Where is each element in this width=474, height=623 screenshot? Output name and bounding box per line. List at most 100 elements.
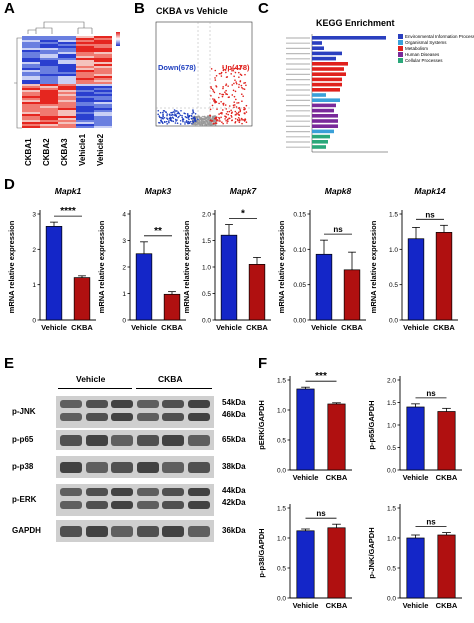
heatmap-cell bbox=[22, 44, 40, 46]
volcano-point-up bbox=[233, 106, 235, 109]
volcano-point-up bbox=[243, 106, 245, 109]
heatmap-cell bbox=[40, 74, 58, 76]
volcano-point-up bbox=[227, 113, 230, 116]
heatmap-cell bbox=[58, 124, 76, 126]
volcano-point-down bbox=[177, 111, 180, 113]
volcano-point-up bbox=[240, 93, 243, 96]
kegg-bar bbox=[312, 114, 338, 118]
heatmap-cell bbox=[76, 80, 94, 82]
heatmap-cell bbox=[94, 112, 112, 114]
volcano-point-down bbox=[174, 118, 177, 121]
heatmap-cell bbox=[76, 126, 94, 128]
kegg-bar bbox=[312, 93, 326, 97]
volcano-point-up bbox=[238, 83, 240, 86]
heatmap-cell bbox=[22, 66, 40, 68]
heatmap-cell bbox=[94, 64, 112, 66]
volcano-point-up bbox=[239, 80, 242, 82]
volcano-point-ns bbox=[210, 122, 212, 125]
chart-title: Mapk7 bbox=[230, 188, 258, 196]
volcano-point-down bbox=[173, 109, 176, 111]
volcano-point-ns bbox=[197, 122, 200, 124]
heatmap-cell bbox=[22, 72, 40, 74]
kegg-legend-label: Organismal Systems bbox=[405, 40, 447, 45]
volcano-point-up bbox=[239, 109, 242, 112]
bar-vehicle bbox=[407, 238, 425, 321]
bar-ckba bbox=[437, 411, 456, 471]
heatmap-cell bbox=[22, 70, 40, 72]
y-tick-label: 0.0 bbox=[277, 596, 286, 603]
bar-ckba bbox=[248, 263, 266, 321]
blot-band bbox=[85, 461, 108, 473]
heatmap-cell bbox=[58, 102, 76, 104]
densitometry-chart-2: p-p38/GAPDH 0.0 0.5 1.0 1.5 Vehicle CKBA ns bbox=[257, 504, 352, 610]
heatmap-sample-label: CKBA1 bbox=[24, 138, 33, 166]
volcano-point-up bbox=[244, 108, 246, 110]
volcano-point-down bbox=[158, 115, 161, 117]
volcano-point-up bbox=[242, 67, 245, 70]
densitometry-svg: pERK/GAPDH 0.0 0.5 1.0 1.5 Vehicle CKBA *** p-p6… bbox=[257, 371, 462, 610]
volcano-point-up bbox=[238, 114, 241, 117]
volcano-point-ns bbox=[205, 117, 208, 120]
volcano-point-down bbox=[194, 118, 196, 120]
heatmap-cell bbox=[58, 104, 76, 106]
panel-label-a: A bbox=[4, 0, 15, 17]
volcano-point-up bbox=[243, 82, 245, 84]
panel-label-b: B bbox=[134, 0, 145, 17]
bar-vehicle bbox=[220, 234, 238, 321]
volcano-point-ns bbox=[207, 119, 210, 121]
heatmap-cell bbox=[94, 42, 112, 44]
volcano-point-down bbox=[187, 122, 189, 125]
blot-band bbox=[187, 400, 210, 408]
heatmap-svg bbox=[14, 21, 120, 129]
blot-row-label: p-p38 bbox=[12, 462, 34, 471]
heatmap-cell bbox=[94, 38, 112, 40]
volcano-point-up bbox=[239, 65, 242, 68]
significance-label: ** bbox=[154, 226, 162, 237]
dendrogram-left bbox=[14, 37, 22, 129]
heatmap-cell bbox=[58, 62, 76, 64]
heatmap-cell bbox=[58, 36, 76, 38]
bar-vehicle bbox=[296, 530, 315, 599]
kegg-bars bbox=[286, 36, 386, 149]
heatmap-cell bbox=[22, 82, 40, 84]
volcano-point-up bbox=[221, 95, 224, 98]
blot-band bbox=[162, 434, 184, 446]
volcano-point-down bbox=[188, 118, 190, 121]
volcano-point-up bbox=[218, 116, 220, 119]
x-tick-label: CKBA bbox=[436, 473, 458, 482]
densitometry-chart-1: p-p65/GAPDH 0.0 0.5 1.0 1.5 2.0 Vehicle CKBA ns bbox=[367, 376, 462, 482]
x-tick-label: CKBA bbox=[246, 323, 268, 332]
heatmap-cell bbox=[76, 56, 94, 58]
volcano-point-ns bbox=[214, 123, 216, 126]
volcano-point-up bbox=[245, 104, 248, 107]
kegg-bar bbox=[312, 46, 324, 50]
volcano-point-down bbox=[176, 112, 179, 115]
blot-kda-label: 38kDa bbox=[222, 462, 246, 471]
volcano-point-up bbox=[234, 110, 237, 113]
blot-band bbox=[111, 488, 133, 496]
volcano-point-up bbox=[227, 96, 230, 99]
heatmap-cell bbox=[40, 76, 58, 78]
y-tick-label: 1.5 bbox=[277, 378, 286, 385]
bar-vehicle bbox=[315, 253, 333, 321]
volcano-point-up bbox=[233, 104, 236, 106]
volcano-point-up bbox=[231, 84, 234, 86]
y-tick-label: 0 bbox=[122, 318, 126, 325]
kegg-bar bbox=[312, 72, 346, 76]
kegg-bar bbox=[312, 98, 340, 102]
heatmap-cell bbox=[76, 104, 94, 106]
volcano-point-up bbox=[218, 120, 220, 122]
volcano-point-down bbox=[184, 123, 186, 125]
volcano-point-ns bbox=[198, 115, 200, 118]
heatmap-cell bbox=[76, 38, 94, 40]
heatmap-cell bbox=[76, 84, 94, 86]
y-tick-label: 3 bbox=[122, 238, 126, 245]
blot-band bbox=[136, 434, 159, 446]
volcano-point-up bbox=[221, 111, 223, 114]
volcano-point-up bbox=[241, 86, 243, 89]
group-line-ckba bbox=[136, 388, 212, 389]
volcano-point-down bbox=[174, 114, 176, 117]
blot-band bbox=[111, 501, 133, 509]
blot-band bbox=[187, 525, 210, 537]
heatmap-cell bbox=[58, 96, 76, 98]
